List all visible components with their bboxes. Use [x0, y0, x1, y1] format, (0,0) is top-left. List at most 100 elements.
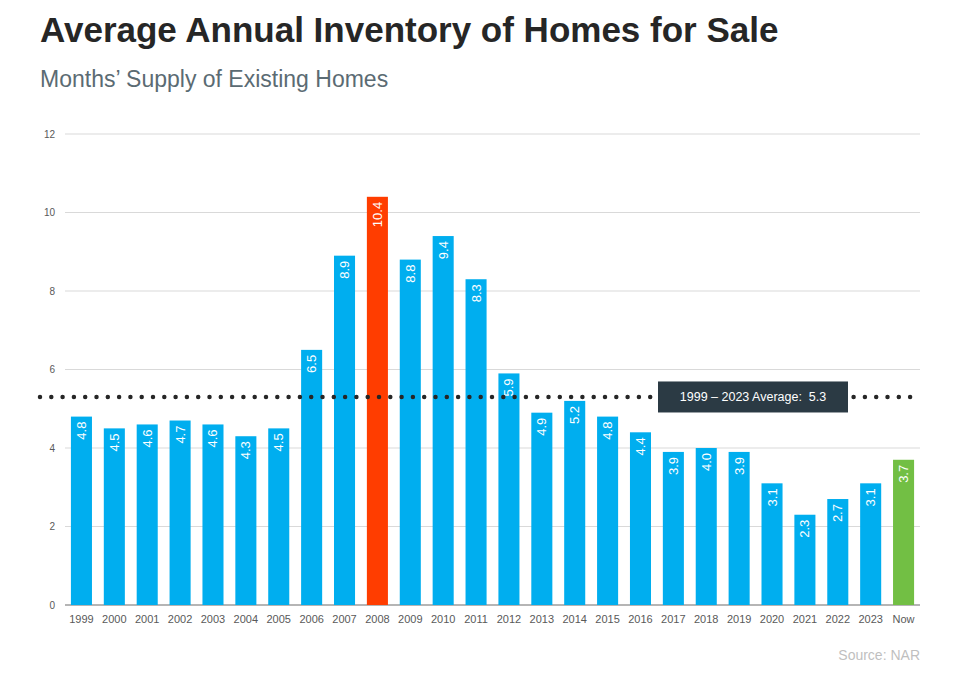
x-tick-label: Now [893, 613, 915, 625]
data-label: 4.4 [633, 437, 648, 455]
bar [761, 483, 782, 605]
bar [564, 401, 585, 605]
y-tick-label: 12 [44, 129, 56, 140]
data-label: 4.6 [205, 429, 220, 447]
bar [466, 279, 487, 605]
data-label: 4.8 [600, 422, 615, 440]
grid-line [65, 369, 920, 370]
annotation-text: 1999 – 2023 Average: 5.3 [680, 390, 826, 404]
y-tick-label: 2 [49, 521, 55, 532]
data-label: 4.6 [140, 429, 155, 447]
data-label: 8.9 [337, 261, 352, 279]
data-label: 4.5 [271, 433, 286, 451]
bar [334, 256, 355, 605]
x-tick-label: 2007 [332, 613, 356, 625]
title: Average Annual Inventory of Homes for Sa… [40, 10, 778, 49]
x-tick-label: 2004 [234, 613, 258, 625]
x-tick-label: 2020 [760, 613, 784, 625]
bar [202, 424, 223, 605]
x-axis-line [65, 605, 920, 606]
bar [71, 417, 92, 605]
bar [400, 260, 421, 605]
bar [235, 436, 256, 605]
data-label: 4.9 [534, 418, 549, 436]
data-label: 2.3 [797, 520, 812, 538]
grid-line [65, 291, 920, 292]
chart: Average Annual Inventory of Homes for Sa… [0, 0, 960, 681]
y-axis: 0 2 4 6 8 10 12 [44, 129, 920, 611]
bar [104, 428, 125, 605]
data-label: 4.7 [173, 426, 188, 444]
data-label: 4.8 [74, 422, 89, 440]
grid-line [65, 448, 920, 449]
bar [367, 197, 388, 605]
bar [729, 452, 750, 605]
x-tick-label: 2017 [661, 613, 685, 625]
x-tick-label: 2001 [135, 613, 159, 625]
y-tick-label: 8 [49, 286, 55, 297]
bar [433, 236, 454, 605]
y-tick-label: 10 [44, 207, 56, 218]
x-tick-label: 2000 [102, 613, 126, 625]
bar [268, 428, 289, 605]
x-tick-label: 2016 [628, 613, 652, 625]
subtitle: Months’ Supply of Existing Homes [40, 66, 388, 92]
grid-line [65, 134, 920, 135]
bar [301, 350, 322, 605]
annotation-box [658, 381, 848, 412]
data-label: 3.9 [732, 457, 747, 475]
data-label: 4.3 [238, 441, 253, 459]
x-tick-label: 2013 [530, 613, 554, 625]
grid-line [65, 212, 920, 213]
bar [860, 483, 881, 605]
x-tick-label: 2008 [365, 613, 389, 625]
x-tick-label: 2011 [464, 613, 488, 625]
x-tick-label: 2003 [201, 613, 225, 625]
x-tick-label: 2002 [168, 613, 192, 625]
data-label: 3.9 [666, 457, 681, 475]
data-label: 10.4 [370, 202, 385, 227]
bar [531, 413, 552, 605]
bar [794, 515, 815, 605]
source: Source: NAR [838, 647, 920, 663]
data-label: 5.2 [567, 406, 582, 424]
y-tick-label: 4 [49, 443, 55, 454]
data-label: 8.3 [469, 284, 484, 302]
data-label: 4.5 [107, 433, 122, 451]
x-tick-label: 2015 [595, 613, 619, 625]
x-tick-label: 2023 [858, 613, 882, 625]
grid-line [65, 526, 920, 527]
data-label: 8.8 [403, 265, 418, 283]
y-tick-label: 6 [49, 364, 55, 375]
bar [827, 499, 848, 605]
data-label: 3.1 [863, 488, 878, 506]
bar [696, 448, 717, 605]
bar [597, 417, 618, 605]
data-label: 6.5 [304, 355, 319, 373]
data-label: 5.9 [501, 378, 516, 396]
x-tick-label: 2014 [562, 613, 586, 625]
x-tick-label: 2019 [727, 613, 751, 625]
data-label: 2.7 [830, 504, 845, 522]
x-tick-label: 2022 [826, 613, 850, 625]
data-label: 4.0 [699, 453, 714, 471]
bar [893, 460, 914, 605]
bar [137, 424, 158, 605]
x-tick-label: 2005 [267, 613, 291, 625]
grid-line [65, 605, 920, 606]
x-tick-label: 1999 [69, 613, 93, 625]
reference-line-group: 1999 – 2023 Average: 5.3 [40, 381, 920, 412]
data-label: 3.7 [896, 465, 911, 483]
bar [498, 373, 519, 605]
bar [663, 452, 684, 605]
x-tick-label: 2021 [793, 613, 817, 625]
bar [170, 421, 191, 605]
data-labels: 4.8 4.5 4.6 4.7 4.6 4.3 4.5 6.5 8.9 10.4 8.8 9.4 8.3… [74, 202, 911, 538]
y-tick-label: 0 [49, 600, 55, 611]
x-tick-label: 2012 [497, 613, 521, 625]
x-tick-label: 2009 [398, 613, 422, 625]
bar [630, 432, 651, 605]
x-tick-label: 2010 [431, 613, 455, 625]
data-label: 9.4 [436, 241, 451, 259]
x-tick-label: 2006 [299, 613, 323, 625]
